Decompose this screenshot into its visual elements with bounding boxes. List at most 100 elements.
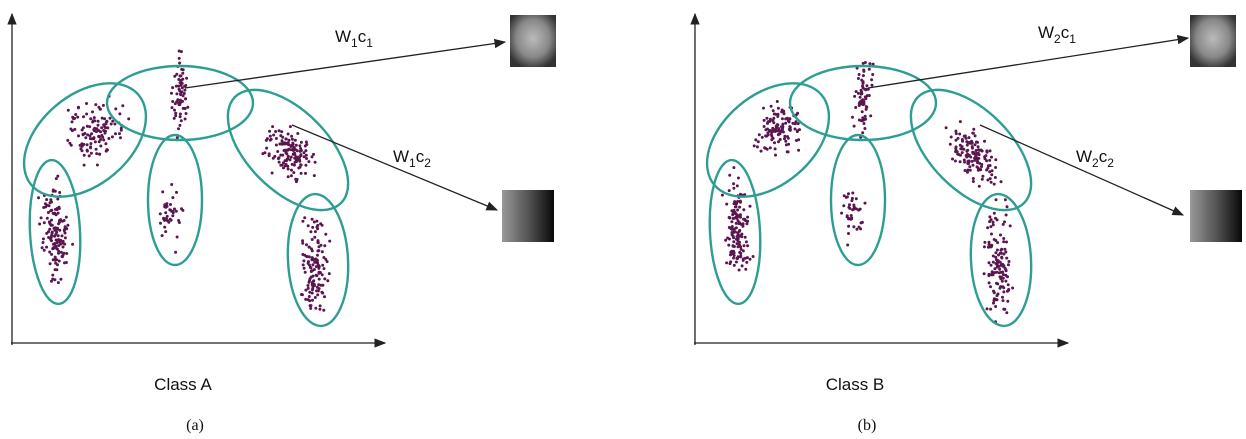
point [326,279,329,282]
point [779,132,782,135]
cluster-ellipse [968,193,1035,328]
point [768,120,771,123]
point [855,90,858,93]
point [732,182,735,185]
point [304,298,307,301]
point [55,213,58,216]
point [312,153,315,156]
point [287,175,290,178]
point [1005,214,1008,217]
point [986,307,989,310]
point [95,152,98,155]
point [304,289,307,292]
point [728,189,731,192]
point [753,144,756,147]
point [777,113,780,116]
point [42,241,45,244]
point [732,235,735,238]
point [170,219,173,222]
point [50,253,53,256]
point [173,109,176,112]
point [318,271,321,274]
point [988,220,991,223]
point [308,295,311,298]
point [304,172,307,175]
panel: W2c1W2c2Class B(b) [685,14,1188,434]
point [860,221,863,224]
point [959,160,962,163]
point [181,86,184,89]
point [966,149,969,152]
point [290,156,293,159]
point [752,255,755,258]
point [765,135,768,138]
point [177,127,180,130]
point [728,216,731,219]
point [869,114,872,117]
point [990,173,993,176]
point [746,216,749,219]
point [290,135,293,138]
point [760,150,763,153]
point [945,126,948,129]
point [859,208,862,211]
point [865,108,868,111]
point [44,205,47,208]
point [111,135,114,138]
point [735,205,738,208]
point [994,251,997,254]
point [840,212,843,215]
point [65,216,68,219]
point [57,250,60,253]
point [732,187,735,190]
point [972,177,975,180]
point [314,161,317,164]
cluster-ellipse [685,61,850,220]
point [99,138,102,141]
point [846,244,849,247]
point [779,138,782,141]
point [983,241,986,244]
point [770,138,773,141]
point [1002,299,1005,302]
point [745,222,748,225]
point [289,125,292,128]
point [728,174,731,177]
point [860,99,863,102]
point [732,212,735,215]
point [955,139,958,142]
point [996,294,999,297]
symbol: W [1076,147,1092,166]
point [54,228,57,231]
point [41,246,44,249]
point [303,151,306,154]
point [51,231,54,234]
point [857,77,860,80]
point [976,160,979,163]
point [742,257,745,260]
point [986,167,989,170]
point [319,304,322,307]
point [861,131,864,134]
point [847,232,850,235]
point [993,267,996,270]
subscript: 2 [1107,156,1114,170]
point [733,202,736,205]
point [265,147,268,150]
point [268,130,271,133]
point [265,139,268,142]
point [185,77,188,80]
point [989,225,992,228]
point [745,261,748,264]
point [86,143,89,146]
point [847,206,850,209]
point [73,128,76,131]
point [865,84,868,87]
point [57,234,60,237]
point [969,169,972,172]
point [45,198,48,201]
point [300,164,303,167]
point [47,230,50,233]
point [44,202,47,205]
point [739,216,742,219]
